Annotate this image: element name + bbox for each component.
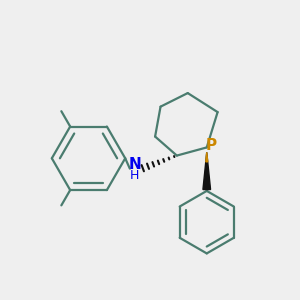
Polygon shape: [203, 152, 211, 190]
Text: H: H: [130, 169, 140, 182]
Text: N: N: [128, 157, 141, 172]
Text: P: P: [206, 138, 217, 153]
Polygon shape: [206, 152, 208, 162]
